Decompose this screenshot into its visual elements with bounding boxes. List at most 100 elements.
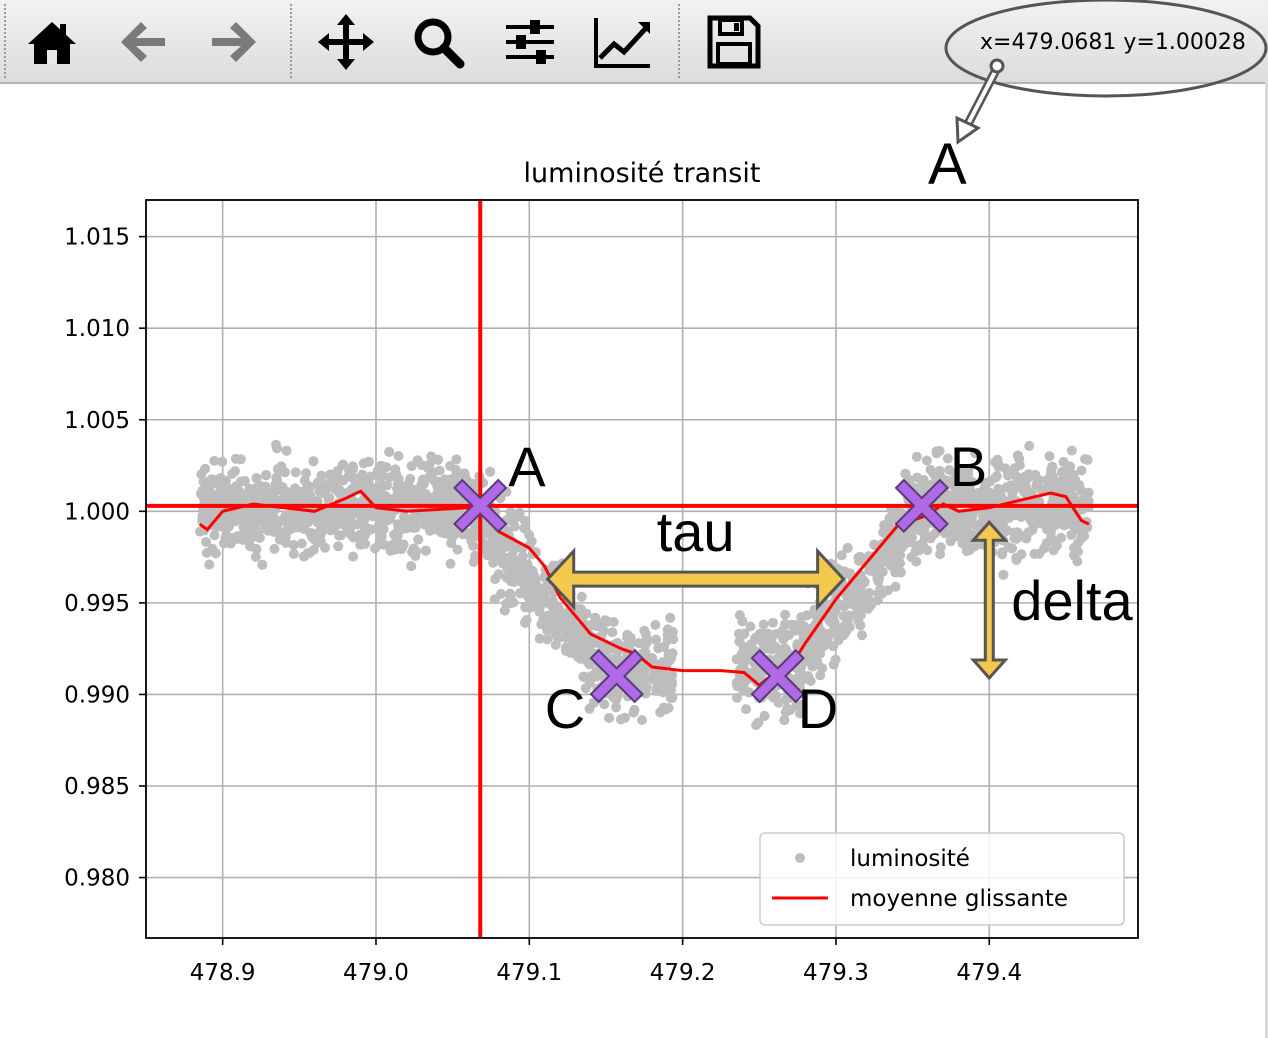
scatter-point [1041,538,1052,549]
scatter-point [280,533,291,544]
scatter-point [452,544,463,555]
scatter-point [1022,509,1033,520]
scatter-point [271,472,282,483]
forward-button[interactable] [204,12,264,72]
scatter-point [651,634,661,645]
scatter-point [325,481,336,492]
scatter-point [1076,486,1087,496]
scatter-point [272,443,282,454]
scatter-point [892,531,903,542]
scatter-point [356,481,367,492]
floppy-disk-icon [707,15,761,69]
scatter-point [296,538,307,549]
scatter-point [410,522,421,533]
scatter-point [628,707,639,718]
scatter-point [195,526,205,537]
scatter-point [445,558,456,569]
scatter-point [568,625,579,636]
scatter-point [375,526,386,537]
scatter-point [239,476,250,486]
scatter-point [993,459,1004,470]
scatter-point [647,653,658,664]
legend: luminosité moyenne glissante [759,832,1125,926]
scatter-point [413,534,424,545]
scatter-point [320,518,331,529]
scatter-point [667,692,678,703]
delta-arrow [969,520,1009,681]
scatter-point [637,715,647,726]
scatter-point [251,544,262,554]
scatter-point [348,532,359,543]
scatter-point [509,521,520,532]
scatter-point [303,494,313,505]
scatter-point [997,506,1008,517]
pan-button[interactable] [316,12,376,72]
scatter-point [607,627,618,638]
callout-arrow-shaft-inner [966,67,999,125]
magnifier-icon [414,18,465,69]
toolbar: x=479.0681 y=1.00028 [0,0,1268,84]
scatter-point [212,492,222,503]
scatter-point [424,459,435,470]
scatter-point [576,591,587,602]
scatter-point [382,515,393,526]
scatter-point [432,494,442,505]
scatter-point [830,605,841,616]
scatter-point [604,712,615,723]
scatter-point [201,547,212,558]
scatter-point [416,490,427,501]
legend-scatter-marker [795,853,805,863]
legend-entry: luminosité [850,846,970,872]
scatter-point [808,661,818,672]
arrow-left-icon [121,22,165,62]
home-button[interactable] [22,12,82,72]
scatter-point [961,479,972,490]
scatter-point [998,569,1009,580]
scatter-point [633,638,644,649]
scatter-point [258,512,269,523]
x-tick-label: 479.1 [496,960,562,986]
scatter-point [1009,463,1020,474]
scatter-point [228,514,239,525]
scatter-point [596,619,607,630]
scatter-point [770,690,781,701]
save-button[interactable] [704,12,764,72]
legend-box [759,832,1125,926]
scatter-point [433,454,443,465]
scatter-point [492,536,502,547]
scatter-point [347,463,358,474]
scatter-point [842,543,853,553]
scatter-point [250,493,260,504]
scatter-point [922,545,933,556]
y-tick-label: 1.000 [64,499,130,525]
point-label: A [508,435,546,498]
zoom-button[interactable] [408,12,468,72]
scatter-point [779,715,790,726]
scatter-point [431,514,442,525]
scatter-point [348,508,359,519]
scatter-point [502,541,512,552]
scatter-point [544,596,555,607]
scatter-point [406,561,417,572]
scatter-point [515,588,525,599]
scatter-point [963,469,974,480]
scatter-point [416,460,427,471]
back-button[interactable] [113,12,173,72]
scatter-point [1005,480,1016,491]
scatter-point [664,682,674,693]
scatter-point [732,692,742,703]
scatter-point [585,646,596,657]
scatter-point [758,619,769,630]
scatter-point [485,466,496,477]
scatter-point [518,577,528,588]
scatter-point [569,636,580,647]
edit-axes-button[interactable] [592,12,652,72]
scatter-point [1029,548,1040,559]
scatter-point [393,486,404,497]
configure-subplots-button[interactable] [500,12,560,72]
scatter-point [795,708,805,719]
scatter-point [438,478,448,489]
scatter-point [377,470,388,481]
scatter-point [299,523,310,534]
scatter-point [365,484,376,495]
